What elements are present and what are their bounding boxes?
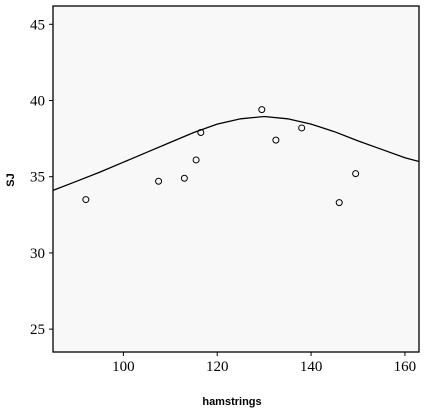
data-point bbox=[298, 124, 306, 132]
y-tick-label: 45 bbox=[30, 17, 45, 33]
data-point bbox=[192, 156, 200, 164]
fit-curve bbox=[52, 115, 420, 192]
y-tick-label: 35 bbox=[30, 170, 45, 186]
data-point bbox=[197, 129, 205, 137]
x-axis-label: hamstrings bbox=[202, 396, 261, 408]
y-tick-label: 25 bbox=[30, 322, 45, 338]
data-point bbox=[272, 136, 280, 144]
data-point bbox=[180, 174, 188, 182]
plot-area bbox=[52, 5, 420, 353]
x-tick-label: 160 bbox=[394, 359, 417, 375]
y-axis-label: SJ bbox=[5, 173, 17, 186]
y-axis: 25 30 35 40 45 bbox=[30, 17, 53, 338]
data-point bbox=[155, 177, 163, 185]
y-tick-label: 30 bbox=[30, 246, 45, 262]
data-point bbox=[82, 196, 90, 204]
x-tick-label: 100 bbox=[112, 359, 135, 375]
y-tick-label: 40 bbox=[30, 94, 45, 110]
data-point bbox=[258, 106, 266, 114]
data-points bbox=[82, 106, 360, 207]
x-tick-label: 140 bbox=[300, 359, 323, 375]
x-tick-label: 120 bbox=[206, 359, 229, 375]
data-point bbox=[335, 199, 343, 207]
x-axis: 100 120 140 160 bbox=[112, 352, 416, 375]
data-point bbox=[352, 170, 360, 178]
